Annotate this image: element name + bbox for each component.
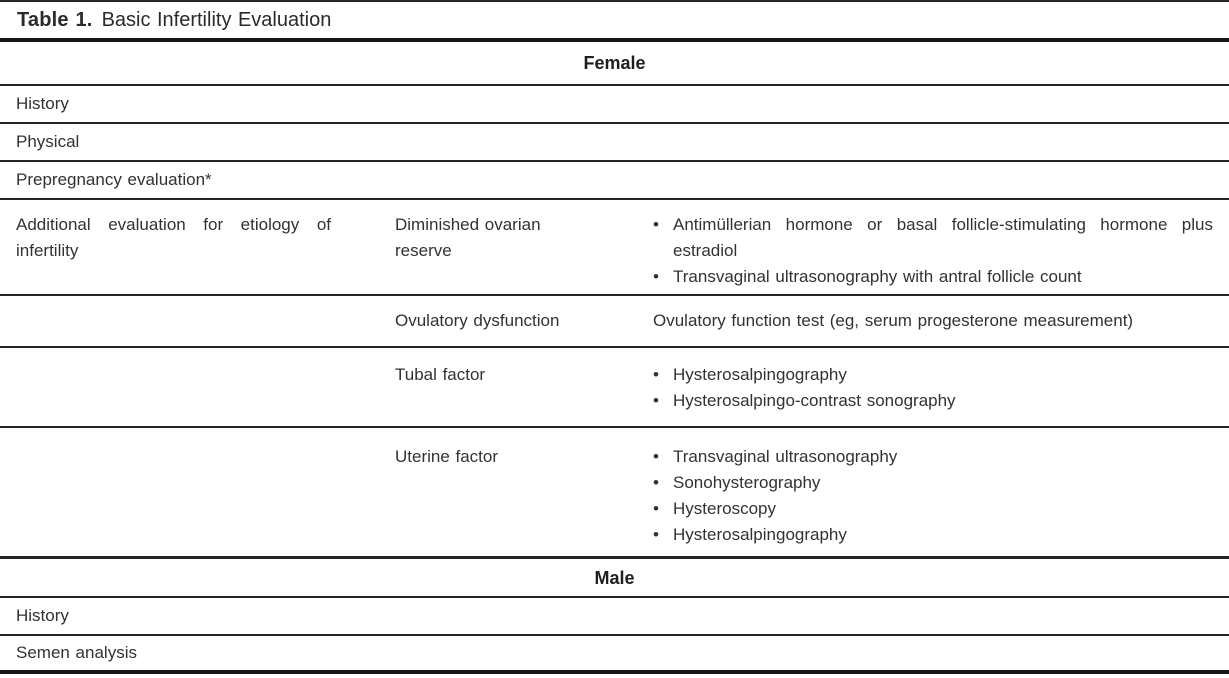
cell-category [0,428,383,556]
bullet-item: • Transvaginal ultrasonography with antr… [653,264,1213,290]
bullet-item: • Sonohysterography [653,470,1213,496]
bullet-icon: • [653,447,659,466]
cell-tests: • Transvaginal ultrasonography • Sonohys… [645,428,1229,556]
subcategory-label: Diminished ovarian reserve [395,215,541,260]
cell-category [0,296,383,346]
row-label: History [16,606,69,625]
bullet-text: Hysterosalpingo-contrast sonography [673,391,956,410]
row-physical: Physical [0,124,1229,162]
cell-category: Additional evaluation for etiology of in… [0,200,383,294]
table-caption: Table 1. Basic Infertility Evaluation [0,2,1229,38]
infertility-evaluation-table: Female History Physical Prepregnancy eva… [0,38,1229,674]
row-label: History [16,94,69,113]
bullet-item: • Hysteroscopy [653,496,1213,522]
row-uterine-factor: Uterine factor • Transvaginal ultrasonog… [0,428,1229,559]
table-caption-text: Basic Infertility Evaluation [101,8,332,31]
row-label: Semen analysis [16,643,137,662]
cell-tests: Ovulatory function test (eg, serum proge… [645,296,1229,346]
column-header-female: Female [0,42,1229,86]
table-caption-label: Table 1. [17,8,93,31]
row-history-female: History [0,86,1229,124]
bullet-text: Hysterosalpingography [673,365,847,384]
bullet-item: • Hysterosalpingography [653,362,1213,388]
bullet-text: Antimüllerian hormone or basal follicle-… [673,215,1213,260]
bullet-item: • Hysterosalpingo-contrast sonography [653,388,1213,414]
bullet-icon: • [653,499,659,518]
row-ovulatory-dysfunction: Ovulatory dysfunction Ovulatory function… [0,296,1229,348]
bullet-text: Hysterosalpingography [673,525,847,544]
cell-subcategory: Uterine factor [383,428,645,556]
row-diminished-ovarian-reserve: Additional evaluation for etiology of in… [0,200,1229,296]
row-prepregnancy-evaluation: Prepregnancy evaluation* [0,162,1229,200]
cell-subcategory: Ovulatory dysfunction [383,296,645,346]
column-header-male: Male [0,559,1229,598]
bullet-text: Transvaginal ultrasonography with antral… [673,267,1082,286]
test-text: Ovulatory function test (eg, serum proge… [653,311,1134,330]
bullet-icon: • [653,365,659,384]
row-label: Prepregnancy evaluation* [16,170,212,189]
bullet-icon: • [653,525,659,544]
subcategory-label: Tubal factor [395,365,486,384]
section-header-label: Female [583,53,646,73]
cell-category [0,348,383,426]
bullet-item: • Hysterosalpingography [653,522,1213,548]
bullet-icon: • [653,267,659,286]
bullet-icon: • [653,473,659,492]
bullet-item: • Antimüllerian hormone or basal follicl… [653,212,1213,264]
row-history-male: History [0,598,1229,636]
section-header-label: Male [594,567,635,588]
subcategory-label: Uterine factor [395,447,499,466]
bullet-text: Transvaginal ultrasonography [673,447,898,466]
bullet-text: Hysteroscopy [673,499,776,518]
bullet-icon: • [653,215,659,234]
row-semen-analysis: Semen analysis [0,636,1229,674]
cell-tests: • Antimüllerian hormone or basal follicl… [645,200,1229,294]
bullet-icon: • [653,391,659,410]
cell-subcategory: Diminished ovarian reserve [383,200,645,294]
cell-subcategory: Tubal factor [383,348,645,426]
bullet-text: Sonohysterography [673,473,821,492]
category-label: Additional evaluation for etiology of in… [16,215,331,260]
cell-tests: • Hysterosalpingography • Hysterosalping… [645,348,1229,426]
subcategory-label: Ovulatory dysfunction [395,311,560,330]
bullet-item: • Transvaginal ultrasonography [653,444,1213,470]
row-label: Physical [16,132,80,151]
row-tubal-factor: Tubal factor • Hysterosalpingography • H… [0,348,1229,428]
